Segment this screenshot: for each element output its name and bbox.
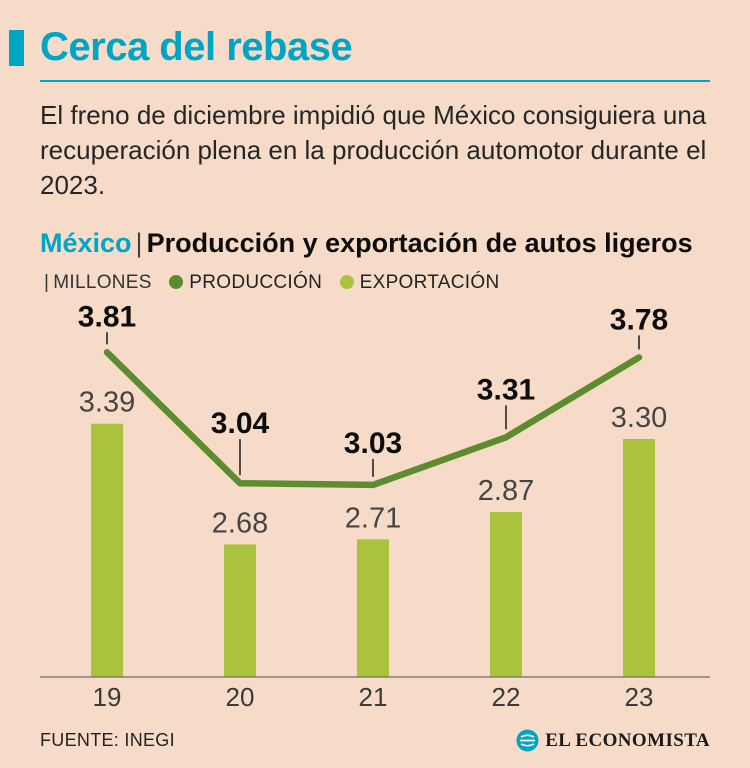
export-value-label: 3.30 [611, 402, 667, 434]
production-value-label: 3.31 [477, 373, 535, 406]
title-divider [40, 80, 710, 82]
export-value-label: 2.68 [212, 507, 268, 539]
title-marker [9, 30, 24, 66]
description-text: El freno de diciembre impidió que México… [40, 100, 707, 201]
export-value-label: 3.39 [79, 386, 135, 418]
separator: | [135, 228, 143, 259]
legend-item-produccion: PRODUCCIÓN [169, 272, 322, 293]
region-label: México [40, 228, 132, 259]
chart-title: Producción y exportación de autos ligero… [146, 228, 693, 259]
brand: EL ECONOMISTA [516, 729, 710, 752]
legend-label: PRODUCCIÓN [189, 272, 323, 294]
units-label: MILLONES [53, 272, 152, 294]
export-bar-23 [623, 438, 655, 677]
production-value-label: 3.81 [78, 300, 136, 333]
export-value-label: 2.87 [478, 475, 534, 507]
el-economista-logo-icon [516, 729, 539, 752]
page-title: Cerca del rebase [40, 25, 353, 69]
production-value-label: 3.78 [610, 303, 668, 336]
legend-item-exportacion: EXPORTACIÓN [339, 272, 500, 294]
header: Cerca del rebase [0, 0, 750, 68]
footer: FUENTE: INEGI EL ECONOMISTA [40, 729, 710, 752]
export-bar-20 [224, 544, 256, 677]
x-axis-label: 23 [625, 682, 654, 712]
source-label: FUENTE: INEGI [40, 730, 175, 750]
production-legend-dot-icon [169, 275, 184, 290]
chart-header: México | Producción y exportación de autos… [40, 225, 710, 297]
production-value-label: 3.03 [344, 427, 402, 460]
production-line [103, 348, 643, 488]
separator: | [44, 272, 50, 294]
production-value-label: 3.04 [211, 407, 270, 440]
export-bar-21 [357, 538, 389, 677]
x-axis-label: 22 [492, 682, 521, 712]
export-bar-19 [91, 423, 123, 677]
x-axis-label: 21 [359, 682, 388, 712]
export-value-label: 2.71 [345, 502, 401, 534]
x-axis-label: 20 [226, 682, 255, 712]
x-axis-label: 19 [93, 682, 122, 712]
brand-name: EL ECONOMISTA [545, 729, 710, 751]
export-bar-22 [490, 511, 522, 677]
export-legend-dot-icon [339, 275, 354, 290]
legend-label: EXPORTACIÓN [359, 272, 500, 294]
chart: 3.39 2.68 2.71 2.87 3.30 19 20 21 22 23 3.81 3.04 3.… [40, 300, 710, 712]
